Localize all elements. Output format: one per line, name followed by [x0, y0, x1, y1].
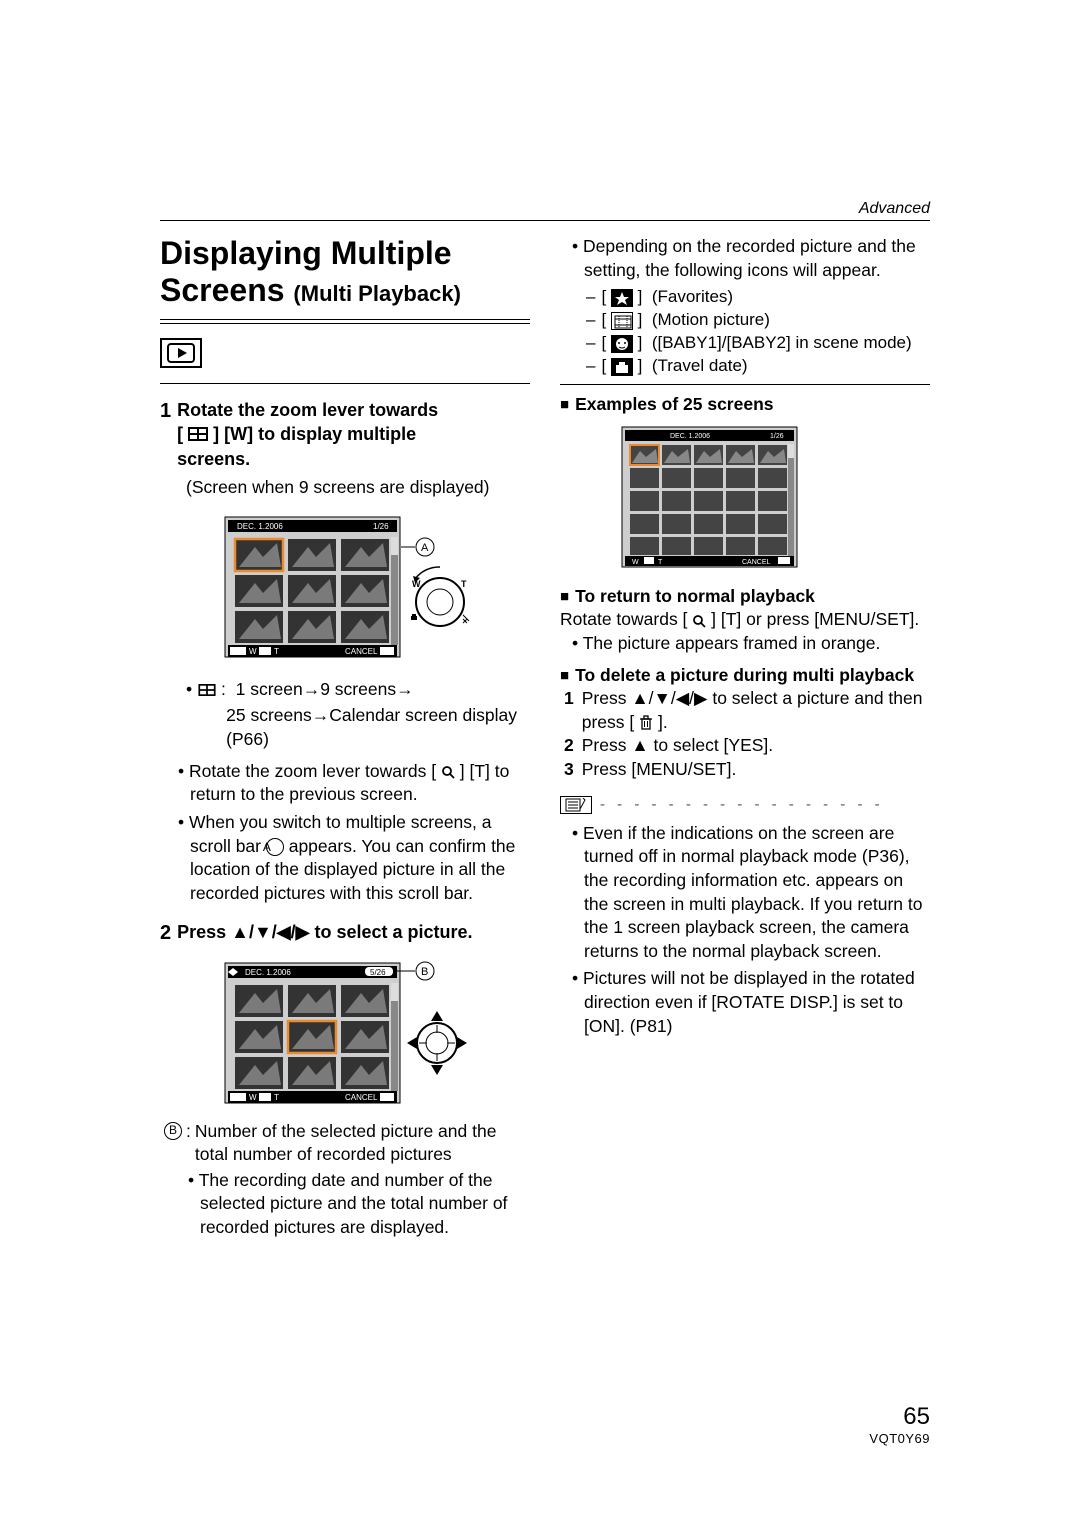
- header-section-label: Advanced: [160, 200, 930, 221]
- divider-before-25: [560, 384, 930, 385]
- examples-25-head: ■Examples of 25 screens: [560, 393, 930, 417]
- bullets-after-screen2: The recording date and number of the sel…: [160, 1169, 530, 1240]
- svg-text:CANCEL: CANCEL: [345, 1093, 378, 1102]
- svg-text:CANCEL: CANCEL: [742, 559, 771, 566]
- note-icon: [560, 796, 592, 814]
- step-1: 1 Rotate the zoom lever towards [ ] [W] …: [160, 398, 530, 472]
- page-number: 65: [869, 1403, 930, 1431]
- svg-text:W: W: [632, 559, 639, 566]
- flow-l1: 1 screen→9 screens→: [236, 679, 414, 699]
- icon-motion: –[ ] (Motion picture): [582, 309, 930, 332]
- page-footer: 65 VQT0Y69: [869, 1403, 930, 1446]
- return-body: Rotate towards [ ] [T] or press [MENU/SE…: [560, 608, 930, 632]
- icon-favorites: –[ ] (Favorites): [582, 286, 930, 309]
- flow-sequence: • : 1 screen→9 screens→ 25 screens→Calen…: [160, 677, 530, 752]
- right-top-bullet: Depending on the recorded picture and th…: [560, 235, 930, 282]
- title-sub: (Multi Playback): [293, 281, 460, 306]
- bullet-scrollbar: When you switch to multiple screens, a s…: [178, 811, 530, 906]
- icon-divider: [160, 383, 530, 384]
- step1-line2: [W] to display multiple: [224, 424, 416, 444]
- step1-after: (Screen when 9 screens are displayed): [160, 476, 530, 500]
- svg-text:DEC. 1.2006: DEC. 1.2006: [670, 433, 710, 440]
- svg-text:T: T: [658, 559, 663, 566]
- svg-text:W: W: [249, 647, 257, 656]
- b-caption-row: B: Number of the selected picture and th…: [160, 1120, 530, 1167]
- step-2-number: 2: [160, 920, 171, 947]
- doc-code: VQT0Y69: [869, 1431, 930, 1446]
- bullets-after-screen1: Rotate the zoom lever towards [ ] [T] to…: [160, 760, 530, 906]
- svg-text:B: B: [421, 966, 428, 978]
- note-1: Even if the indications on the screen ar…: [572, 822, 930, 964]
- return-bullet-list: The picture appears framed in orange.: [560, 632, 930, 656]
- screen-9-illustration: DEC. 1.2006 1/26 W T CANCEL A: [215, 507, 475, 667]
- delete-head: ■To delete a picture during multi playba…: [560, 664, 930, 688]
- svg-text:DEC. 1.2006: DEC. 1.2006: [245, 968, 291, 977]
- b-caption: Number of the selected picture and the t…: [191, 1120, 530, 1167]
- bullet-rotate-return: Rotate the zoom lever towards [ ] [T] to…: [178, 760, 530, 807]
- title-divider: [160, 319, 530, 324]
- step1-line3: screens.: [177, 449, 250, 469]
- step-1-number: 1: [160, 398, 171, 472]
- svg-text:5/26: 5/26: [370, 968, 386, 977]
- delete-step-3: Press [MENU/SET].: [582, 758, 737, 782]
- delete-step-2: Press ▲ to select [YES].: [582, 734, 773, 758]
- multi-icon-small: [198, 678, 216, 703]
- svg-text:T: T: [274, 1093, 279, 1102]
- svg-text:W: W: [249, 1093, 257, 1102]
- svg-text:A: A: [421, 542, 429, 554]
- bullet-recording-date: The recording date and number of the sel…: [188, 1169, 530, 1240]
- svg-text:T: T: [461, 579, 467, 589]
- delete-steps: 1Press ▲/▼/◀/▶ to select a picture and t…: [560, 687, 930, 782]
- depending-bullet: Depending on the recorded picture and th…: [572, 235, 930, 282]
- step-2: 2 Press ▲/▼/◀/▶ to select a picture.: [160, 920, 530, 947]
- svg-text:1/26: 1/26: [770, 433, 784, 440]
- notes-list: Even if the indications on the screen ar…: [560, 822, 930, 1039]
- svg-text:CANCEL: CANCEL: [345, 647, 378, 656]
- left-column: Displaying Multiple Screens (Multi Playb…: [160, 235, 530, 1244]
- step1-line1: Rotate the zoom lever towards: [177, 400, 438, 420]
- note-2: Pictures will not be displayed in the ro…: [572, 967, 930, 1038]
- multi-icon: [188, 423, 208, 447]
- screen-25-illustration: DEC. 1.2006 1/26 W: [620, 425, 810, 575]
- screen-select-illustration: DEC. 1.2006 5/26 W T CANCEL B: [215, 955, 475, 1110]
- svg-text:T: T: [274, 647, 279, 656]
- flow-l2: 25 screens→Calendar screen display (P66): [198, 703, 530, 752]
- icon-baby: –[ ] ([BABY1]/[BABY2] in scene mode): [582, 332, 930, 355]
- return-head: ■To return to normal playback: [560, 585, 930, 609]
- svg-text:W: W: [412, 579, 421, 589]
- return-bullet: The picture appears framed in orange.: [572, 632, 930, 656]
- icon-travel: –[ ] (Travel date): [582, 355, 930, 378]
- main-title: Displaying Multiple Screens (Multi Playb…: [160, 235, 530, 309]
- playback-mode-icon: [160, 338, 202, 368]
- step2-text: Press ▲/▼/◀/▶ to select a picture.: [177, 920, 530, 947]
- note-divider: - - - - - - - - - - - - - - - - -: [560, 796, 930, 814]
- right-column: Depending on the recorded picture and th…: [560, 235, 930, 1244]
- svg-text:1/26: 1/26: [373, 522, 389, 531]
- svg-text:DEC. 1.2006: DEC. 1.2006: [237, 522, 283, 531]
- delete-step-1: Press ▲/▼/◀/▶ to select a picture and th…: [582, 687, 930, 734]
